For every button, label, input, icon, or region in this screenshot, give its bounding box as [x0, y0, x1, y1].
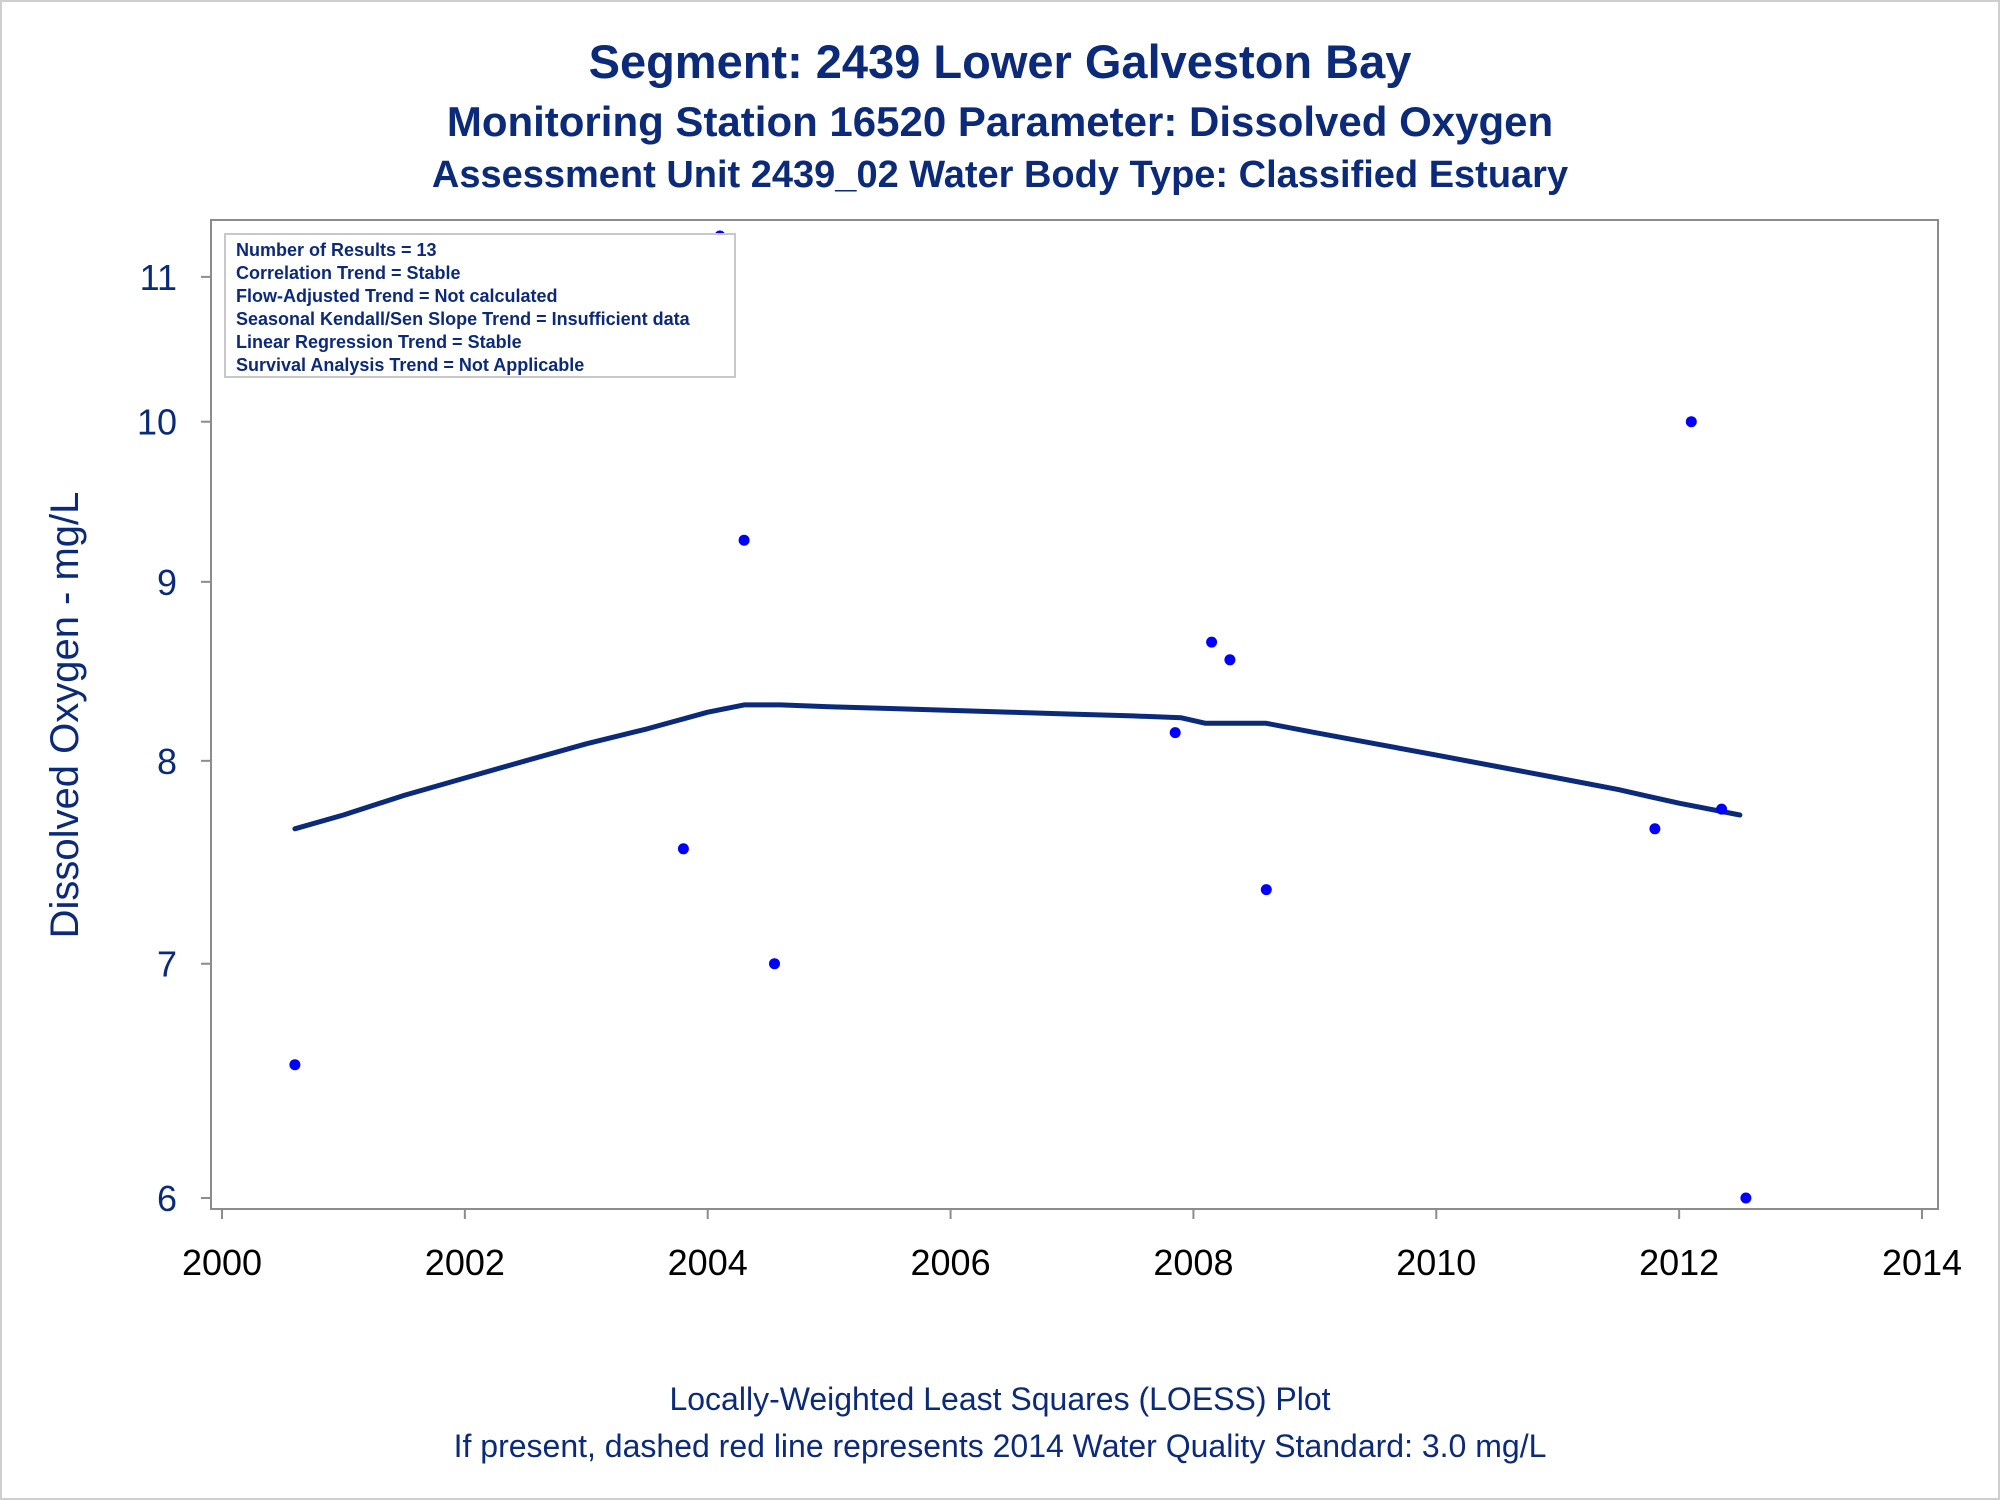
- data-point: [738, 534, 750, 546]
- trend-summary-line: Flow-Adjusted Trend = Not calculated: [236, 286, 558, 306]
- x-tick-label: 2004: [668, 1242, 748, 1283]
- x-tick-label: 2006: [911, 1242, 991, 1283]
- trend-summary-box: Number of Results = 13 Correlation Trend …: [224, 233, 736, 378]
- data-point: [1716, 803, 1728, 815]
- x-tick-label: 2010: [1396, 1242, 1476, 1283]
- y-tick-label: 10: [137, 402, 177, 443]
- y-tick-label: 6: [157, 1178, 177, 1219]
- y-tick-label: 8: [157, 741, 177, 782]
- chart-subtitle: Monitoring Station 16520 Parameter: Diss…: [446, 98, 1554, 145]
- footer-line-2: If present, dashed red line represents 2…: [453, 1428, 1547, 1464]
- y-axis-label: Dissolved Oxygen - mg/L: [43, 492, 87, 939]
- chart-title: Segment: 2439 Lower Galveston Bay: [588, 35, 1412, 88]
- x-tick-label: 2014: [1882, 1242, 1962, 1283]
- trend-summary-line: Survival Analysis Trend = Not Applicable: [236, 355, 584, 375]
- footer-line-1: Locally-Weighted Least Squares (LOESS) P…: [669, 1381, 1331, 1417]
- x-tick-label: 2008: [1153, 1242, 1233, 1283]
- y-tick-label: 9: [157, 562, 177, 603]
- trend-summary-border: [224, 233, 736, 378]
- data-point: [769, 958, 780, 970]
- loess-line: [292, 702, 1743, 832]
- y-tick-label: 7: [157, 944, 177, 985]
- x-tick-label: 2012: [1639, 1242, 1719, 1283]
- chart-subtitle-2: Assessment Unit 2439_02 Water Body Type:…: [431, 154, 1569, 196]
- y-tick-label: 11: [140, 257, 177, 298]
- plot-area: [210, 219, 1939, 1210]
- data-point: [1649, 823, 1661, 835]
- trend-summary-line: Seasonal Kendall/Sen Slope Trend = Insuf…: [236, 309, 691, 329]
- x-tick-label: 2002: [425, 1242, 505, 1283]
- x-tick-label: 2000: [182, 1242, 262, 1283]
- data-point: [677, 843, 689, 855]
- data-point: [1685, 416, 1697, 428]
- data-point: [1740, 1192, 1752, 1204]
- trend-summary-line: Number of Results = 13: [236, 240, 437, 260]
- data-point: [1206, 636, 1218, 648]
- trend-summary-line: Correlation Trend = Stable: [236, 263, 461, 283]
- data-point: [1260, 884, 1272, 896]
- data-point: [1224, 654, 1236, 666]
- data-point: [1169, 727, 1181, 739]
- data-point: [289, 1059, 301, 1071]
- trend-summary-line: Linear Regression Trend = Stable: [236, 332, 522, 352]
